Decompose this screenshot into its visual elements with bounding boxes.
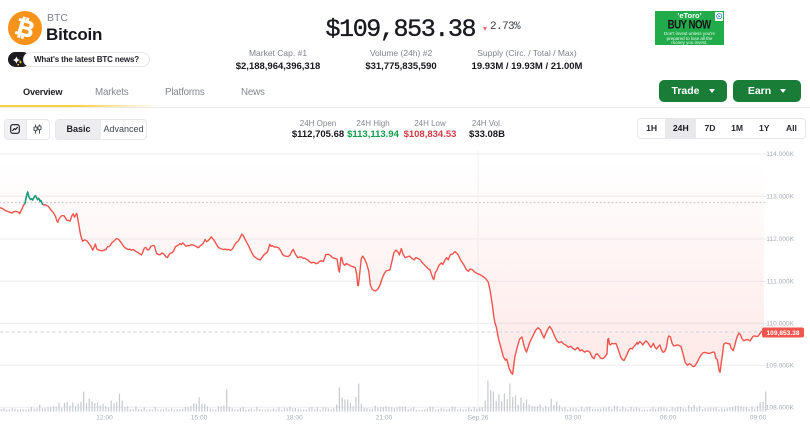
svg-text:03:00: 03:00 (565, 415, 582, 422)
svg-text:09:00: 09:00 (750, 415, 767, 422)
svg-text:12:00: 12:00 (96, 415, 113, 422)
svg-text:06:00: 06:00 (660, 415, 677, 422)
svg-text:109,853.38: 109,853.38 (766, 330, 799, 337)
svg-text:112.000K: 112.000K (766, 236, 794, 243)
svg-text:Sep 26: Sep 26 (468, 415, 489, 422)
svg-text:21:00: 21:00 (376, 415, 393, 422)
svg-text:113.000K: 113.000K (766, 194, 794, 201)
svg-text:114.000K: 114.000K (766, 151, 794, 158)
svg-text:108.000K: 108.000K (766, 405, 795, 412)
svg-text:110.000K: 110.000K (766, 321, 794, 328)
svg-text:109.000K: 109.000K (766, 363, 795, 370)
svg-text:15:00: 15:00 (191, 415, 208, 422)
svg-text:111.000K: 111.000K (767, 279, 795, 286)
svg-text:18:00: 18:00 (286, 415, 303, 422)
